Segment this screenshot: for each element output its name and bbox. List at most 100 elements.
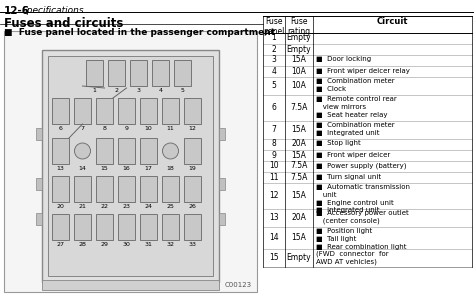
Bar xyxy=(96,98,113,124)
Text: 10: 10 xyxy=(269,161,279,171)
Bar xyxy=(108,60,125,86)
Text: 8: 8 xyxy=(272,140,276,148)
Bar xyxy=(184,98,201,124)
Text: ■  Remote control rear
   view mirrors
■  Seat heater relay: ■ Remote control rear view mirrors ■ Sea… xyxy=(316,96,397,118)
Text: 6: 6 xyxy=(272,103,276,112)
Text: 28: 28 xyxy=(79,242,86,247)
Text: 18: 18 xyxy=(167,166,174,171)
Text: 5: 5 xyxy=(181,88,184,93)
Bar xyxy=(184,138,201,164)
Text: 2: 2 xyxy=(272,44,276,54)
Text: 7.5A: 7.5A xyxy=(290,172,308,181)
Text: ■  Door locking: ■ Door locking xyxy=(316,57,371,63)
Text: ■  Power supply (battery): ■ Power supply (battery) xyxy=(316,163,407,169)
Bar xyxy=(219,213,225,225)
Bar xyxy=(42,50,219,282)
Text: 7.5A: 7.5A xyxy=(290,161,308,171)
Bar xyxy=(74,176,91,202)
Bar xyxy=(219,128,225,140)
Text: 33: 33 xyxy=(189,242,197,247)
Text: 13: 13 xyxy=(56,166,64,171)
Text: 4: 4 xyxy=(272,67,276,75)
Text: 15A: 15A xyxy=(292,125,306,134)
Text: 22: 22 xyxy=(100,204,109,209)
Bar xyxy=(118,214,135,240)
Circle shape xyxy=(163,143,179,159)
Text: 9: 9 xyxy=(272,150,276,160)
Text: 20: 20 xyxy=(56,204,64,209)
Text: 5: 5 xyxy=(272,81,276,90)
Text: Fuses and circuits: Fuses and circuits xyxy=(4,17,123,30)
Text: Specifications: Specifications xyxy=(22,6,85,15)
Text: 30: 30 xyxy=(123,242,130,247)
Bar xyxy=(52,98,69,124)
Text: ■  Accessory power outlet
   (center console): ■ Accessory power outlet (center console… xyxy=(316,210,409,224)
Text: 32: 32 xyxy=(166,242,174,247)
Text: 11: 11 xyxy=(269,172,279,181)
Bar xyxy=(96,138,113,164)
Text: 13: 13 xyxy=(269,213,279,222)
Bar xyxy=(162,98,179,124)
Bar xyxy=(118,176,135,202)
Text: 16: 16 xyxy=(123,166,130,171)
Text: 26: 26 xyxy=(189,204,196,209)
Text: 24: 24 xyxy=(145,204,153,209)
Bar xyxy=(36,128,42,140)
Bar xyxy=(86,60,103,86)
Text: ■  Combination meter
■  Clock: ■ Combination meter ■ Clock xyxy=(316,78,395,92)
Bar xyxy=(52,176,69,202)
Bar xyxy=(74,98,91,124)
Text: 12: 12 xyxy=(269,191,279,200)
Text: 7: 7 xyxy=(272,125,276,134)
Bar xyxy=(152,60,169,86)
Text: 12-6: 12-6 xyxy=(4,6,30,16)
Text: ■  Automatic transmission
   unit
■  Engine control unit
■  Integrated unit: ■ Automatic transmission unit ■ Engine c… xyxy=(316,185,410,213)
Bar xyxy=(184,214,201,240)
Text: ■  Stop light: ■ Stop light xyxy=(316,140,361,147)
Text: 15: 15 xyxy=(269,253,279,262)
Text: 15A: 15A xyxy=(292,56,306,64)
Bar xyxy=(74,214,91,240)
Text: 3: 3 xyxy=(137,88,140,93)
Bar xyxy=(140,98,157,124)
Text: 21: 21 xyxy=(79,204,86,209)
Bar xyxy=(52,214,69,240)
Text: Circuit: Circuit xyxy=(377,17,408,26)
Bar xyxy=(140,138,157,164)
Text: 1: 1 xyxy=(92,88,96,93)
Text: 12: 12 xyxy=(189,126,196,131)
Bar xyxy=(52,138,69,164)
Text: 7: 7 xyxy=(81,126,84,131)
Text: 10A: 10A xyxy=(292,81,306,90)
Bar xyxy=(118,98,135,124)
Bar xyxy=(162,214,179,240)
Text: 15: 15 xyxy=(100,166,109,171)
Text: 15A: 15A xyxy=(292,150,306,160)
Text: 19: 19 xyxy=(189,166,196,171)
Bar xyxy=(118,138,135,164)
Text: 6: 6 xyxy=(59,126,63,131)
Text: Empty: Empty xyxy=(287,44,311,54)
Text: 27: 27 xyxy=(56,242,64,247)
Text: Fuse
rating: Fuse rating xyxy=(287,17,310,36)
Bar xyxy=(219,178,225,190)
Text: 20A: 20A xyxy=(292,140,306,148)
Text: 23: 23 xyxy=(122,204,130,209)
Bar xyxy=(130,60,147,86)
Text: 9: 9 xyxy=(125,126,128,131)
Text: ■  Front wiper deicer: ■ Front wiper deicer xyxy=(316,151,390,157)
Text: Empty: Empty xyxy=(287,253,311,262)
Bar xyxy=(140,176,157,202)
Text: Fuse
panel: Fuse panel xyxy=(264,17,285,36)
Bar xyxy=(4,31,257,292)
Text: 20A: 20A xyxy=(292,213,306,222)
Text: 15A: 15A xyxy=(292,233,306,242)
Text: ■  Front wiper deicer relay: ■ Front wiper deicer relay xyxy=(316,67,410,74)
Text: 14: 14 xyxy=(269,233,279,242)
Text: 10A: 10A xyxy=(292,67,306,75)
Bar xyxy=(174,60,191,86)
Text: 3: 3 xyxy=(272,56,276,64)
Bar xyxy=(48,56,213,276)
Circle shape xyxy=(74,143,91,159)
Text: 25: 25 xyxy=(166,204,174,209)
